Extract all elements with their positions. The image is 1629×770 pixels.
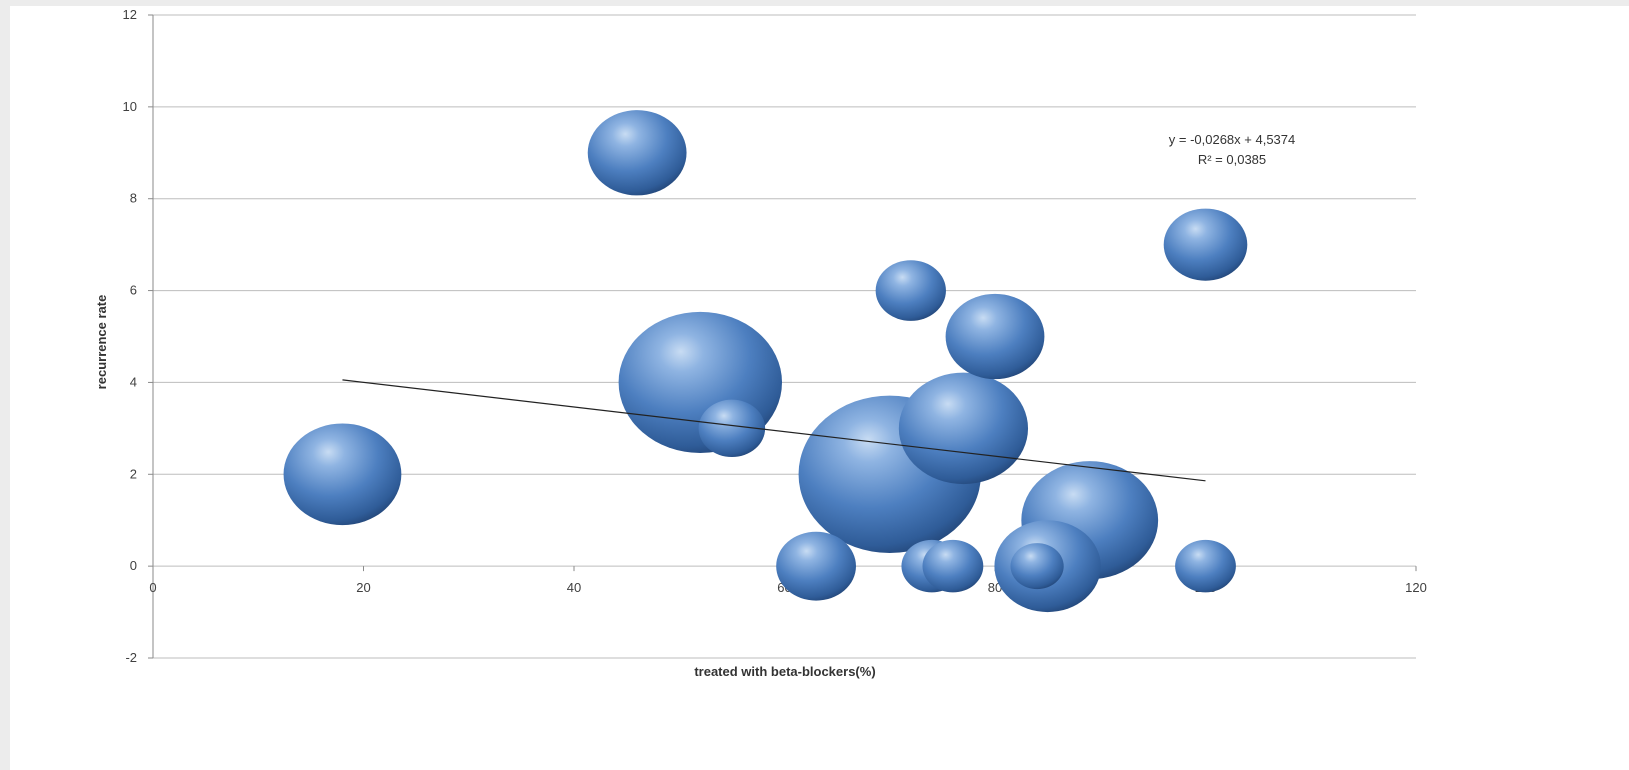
y-tick-label: 8 <box>130 191 137 206</box>
bubble <box>898 372 1029 485</box>
bubble <box>283 423 402 526</box>
x-tick-label: 0 <box>149 580 156 595</box>
y-axis-title: recurrence rate <box>94 295 109 390</box>
x-axis-title: treated with beta-blockers(%) <box>694 664 875 679</box>
bubbles <box>283 110 1248 613</box>
bubble <box>698 399 766 458</box>
trendline <box>342 379 1206 482</box>
x-tick-label: 20 <box>356 580 370 595</box>
bubble <box>1175 539 1236 593</box>
bubble <box>776 531 856 601</box>
bubble <box>1163 208 1248 281</box>
bubble <box>1010 543 1064 590</box>
y-tick-label: -2 <box>125 650 137 665</box>
bubble <box>945 293 1045 380</box>
x-tick-label: 120 <box>1405 580 1427 595</box>
trendline-r2: R² = 0,0385 <box>1198 152 1266 167</box>
y-tick-label: 6 <box>130 283 137 298</box>
trendline-equation: y = -0,0268x + 4,5374 <box>1169 132 1295 147</box>
y-tick-label: 0 <box>130 558 137 573</box>
x-tick-label: 40 <box>567 580 581 595</box>
bubble <box>587 110 687 196</box>
y-tick-labels: -2 0 2 4 6 8 10 12 <box>123 7 137 665</box>
bubble <box>922 539 984 593</box>
y-tick-label: 10 <box>123 99 137 114</box>
y-tick-label: 4 <box>130 374 137 389</box>
y-tick-label: 2 <box>130 466 137 481</box>
bubble <box>875 260 946 321</box>
y-tick-label: 12 <box>123 7 137 22</box>
